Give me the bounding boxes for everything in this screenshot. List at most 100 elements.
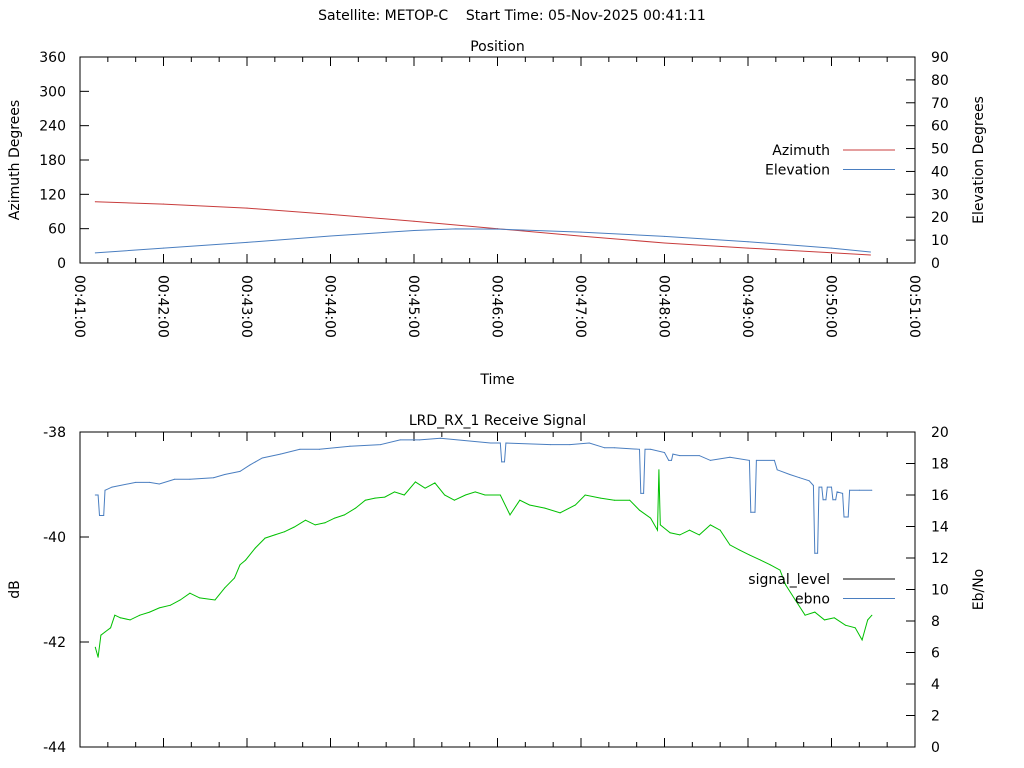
data-point-azimuth — [163, 203, 164, 205]
data-point-ebno — [499, 442, 501, 444]
data-point-azimuth — [580, 235, 582, 237]
data-point-elevation — [869, 251, 871, 253]
data-point-azimuth — [664, 242, 665, 244]
data-point-signal-level — [274, 534, 276, 536]
y2-tick-label: 20 — [931, 210, 949, 226]
data-point-signal-level — [574, 504, 576, 506]
y-axis-label: dB — [7, 580, 23, 599]
data-point-ebno — [98, 514, 100, 516]
data-point-azimuth — [831, 252, 832, 254]
data-point-ebno — [789, 474, 791, 476]
data-point-elevation — [330, 235, 331, 237]
y2-tick-label: 10 — [931, 583, 949, 599]
y2-tick-label: 14 — [931, 520, 949, 536]
data-point-signal-level — [254, 547, 256, 549]
data-point-signal-level — [114, 614, 116, 616]
y-tick-label: 0 — [57, 256, 66, 272]
data-point-signal-level — [453, 499, 455, 501]
data-point-signal-level — [179, 599, 181, 601]
data-point-ebno — [836, 491, 838, 493]
data-point-ebno — [103, 514, 105, 516]
x-tick-label: 00:42:00 — [155, 275, 171, 338]
data-point-signal-level — [394, 491, 396, 493]
data-point-signal-level — [669, 532, 671, 534]
data-point-elevation — [94, 252, 96, 254]
data-point-ebno — [224, 474, 226, 476]
data-point-signal-level — [867, 619, 869, 621]
data-point-signal-level — [343, 514, 345, 516]
data-point-ebno — [318, 448, 320, 450]
data-point-azimuth — [330, 213, 331, 215]
data-point-signal-level — [444, 494, 446, 496]
data-point-ebno — [613, 447, 615, 449]
y2-tick-label: 90 — [931, 50, 949, 66]
y2-tick-label: 80 — [931, 73, 949, 89]
data-point-ebno — [111, 486, 113, 488]
data-point-ebno — [213, 477, 215, 479]
data-point-ebno — [817, 552, 819, 554]
data-point-signal-level — [110, 627, 112, 629]
data-point-ebno — [588, 442, 590, 444]
data-point-ebno — [698, 455, 700, 457]
data-point-ebno — [835, 499, 837, 501]
data-point-signal-level — [599, 497, 601, 499]
data-point-signal-level — [861, 639, 863, 641]
data-point-ebno — [638, 448, 640, 450]
data-point-ebno — [847, 516, 849, 518]
series-line-azimuth — [95, 201, 871, 256]
plot-frame — [79, 431, 916, 748]
data-point-ebno — [349, 445, 351, 447]
data-point-signal-level — [785, 584, 787, 586]
data-point-signal-level — [679, 534, 681, 536]
data-point-signal-level — [100, 634, 102, 636]
data-point-ebno — [871, 489, 873, 491]
data-point-signal-level — [659, 524, 661, 526]
data-point-signal-level — [199, 597, 201, 599]
data-point-signal-level — [293, 526, 295, 528]
y2-tick-label: 16 — [931, 488, 949, 504]
data-point-elevation — [413, 229, 415, 231]
data-point-signal-level — [403, 494, 405, 496]
y-axis-label: Azimuth Degrees — [7, 100, 23, 220]
data-point-ebno — [664, 451, 665, 453]
y2-tick-label: 8 — [931, 614, 940, 630]
series-line-ebno — [95, 437, 872, 554]
data-point-ebno — [858, 489, 860, 491]
data-point-ebno — [679, 455, 681, 457]
y2-tick-label: 4 — [931, 677, 940, 693]
series-line-elevation — [95, 228, 871, 254]
y2-tick-label: 20 — [931, 425, 949, 441]
y-tick-label: 120 — [39, 187, 66, 203]
data-point-ebno — [750, 511, 752, 513]
legend-label: Azimuth — [772, 143, 830, 159]
data-point-ebno — [825, 499, 827, 501]
y-tick-label: 300 — [39, 84, 66, 100]
data-point-ebno — [709, 459, 711, 461]
data-point-signal-level — [158, 607, 160, 609]
data-point-ebno — [505, 442, 507, 444]
data-point-ebno — [94, 494, 96, 496]
data-point-ebno — [821, 486, 823, 488]
data-point-signal-level — [364, 499, 366, 501]
y2-axis-label: Elevation Degrees — [971, 96, 987, 224]
data-point-ebno — [149, 481, 151, 483]
x-tick-label: 00:46:00 — [489, 275, 505, 338]
data-point-signal-level — [854, 627, 856, 629]
data-point-signal-level — [264, 537, 266, 539]
data-point-ebno — [808, 480, 810, 482]
data-point-ebno — [842, 492, 844, 494]
data-point-ebno — [754, 511, 756, 513]
data-point-signal-level — [650, 517, 652, 519]
x-axis-label: Time — [479, 372, 514, 388]
data-point-signal-level — [629, 499, 631, 501]
data-point-ebno — [279, 453, 281, 455]
x-tick-label: 00:45:00 — [405, 275, 421, 338]
x-tick-label: 00:44:00 — [322, 275, 338, 338]
data-point-signal-level — [304, 519, 306, 521]
data-point-ebno — [644, 448, 646, 450]
data-point-signal-level — [374, 497, 376, 499]
data-point-ebno — [249, 464, 251, 466]
data-point-signal-level — [698, 534, 700, 536]
data-point-elevation — [163, 247, 164, 249]
